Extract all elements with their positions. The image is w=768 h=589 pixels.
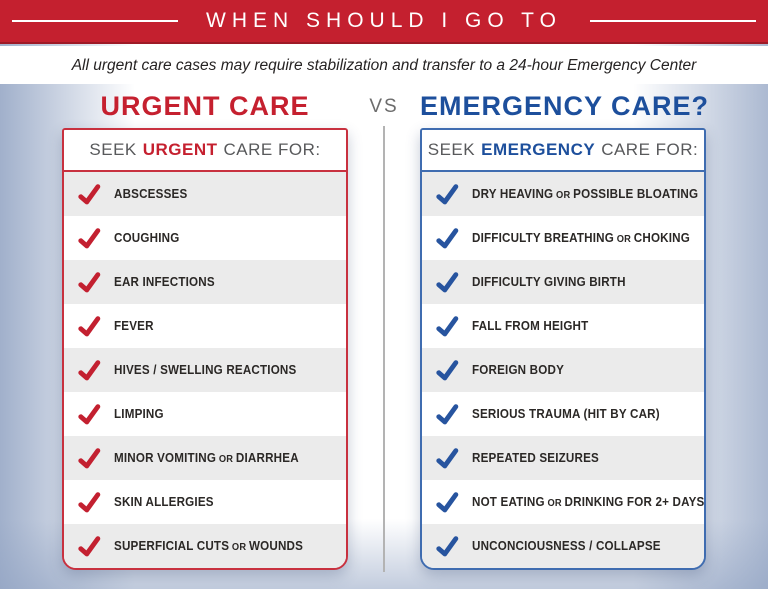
- list-item: SERIOUS TRAUMA (HIT BY CAR): [422, 392, 704, 436]
- list-item: MINOR VOMITING OR DIARRHEA: [64, 436, 346, 480]
- list-item-label: SKIN ALLERGIES: [114, 495, 214, 509]
- emergency-care-title: EMERGENCY CARE?: [420, 91, 710, 121]
- seek-keyword: EMERGENCY: [481, 140, 596, 159]
- list-item-label: COUGHING: [114, 231, 180, 245]
- list-item-label: SERIOUS TRAUMA (HIT BY CAR): [472, 407, 660, 421]
- check-icon: [78, 403, 101, 424]
- list-item-label: MINOR VOMITING OR DIARRHEA: [114, 451, 299, 465]
- list-item-label: DRY HEAVING OR POSSIBLE BLOATING: [472, 187, 699, 201]
- list-item-label: SUPERFICIAL CUTS OR WOUNDS: [114, 539, 304, 553]
- list-item-label: ABSCESSES: [114, 187, 188, 201]
- list-item-label: LIMPING: [114, 407, 164, 421]
- check-icon: [436, 403, 459, 424]
- urgent-care-title: URGENT CARE: [100, 91, 310, 121]
- check-icon: [78, 183, 101, 204]
- page-title: WHEN SHOULD I GO TO: [206, 9, 562, 32]
- list-item-label: REPEATED SEIZURES: [472, 451, 599, 465]
- disclaimer-text: All urgent care cases may require stabil…: [71, 57, 697, 74]
- check-icon: [78, 447, 101, 468]
- check-icon: [436, 315, 459, 336]
- list-item: DIFFICULTY GIVING BIRTH: [422, 260, 704, 304]
- check-icon: [436, 535, 459, 556]
- urgent-care-panel: SEEK URGENT CARE FOR: ABSCESSES COUGHING E…: [62, 128, 348, 570]
- list-item: ABSCESSES: [64, 172, 346, 216]
- list-item: EAR INFECTIONS: [64, 260, 346, 304]
- top-banner: WHEN SHOULD I GO TO: [0, 0, 768, 44]
- decorative-line-left: [12, 20, 179, 22]
- check-icon: [78, 535, 101, 556]
- list-item-label: DIFFICULTY GIVING BIRTH: [472, 275, 626, 289]
- vs-label: VS: [369, 96, 399, 117]
- check-icon: [436, 271, 459, 292]
- emergency-care-list: DRY HEAVING OR POSSIBLE BLOATING DIFFICUL…: [422, 172, 704, 568]
- check-icon: [78, 271, 101, 292]
- list-item: DRY HEAVING OR POSSIBLE BLOATING: [422, 172, 704, 216]
- check-icon: [78, 315, 101, 336]
- disclaimer-background: [0, 46, 768, 84]
- check-icon: [78, 491, 101, 512]
- check-icon: [436, 359, 459, 380]
- list-item: REPEATED SEIZURES: [422, 436, 704, 480]
- list-item-label: FEVER: [114, 319, 154, 333]
- list-item-label: NOT EATING OR DRINKING FOR 2+ DAYS: [472, 495, 705, 509]
- list-item-label: DIFFICULTY BREATHING OR CHOKING: [472, 231, 690, 245]
- urgent-care-panel-header: SEEK URGENT CARE FOR:: [64, 130, 346, 172]
- check-icon: [78, 359, 101, 380]
- list-item-label: FOREIGN BODY: [472, 363, 565, 377]
- emergency-care-panel: SEEK EMERGENCY CARE FOR: DRY HEAVING OR …: [420, 128, 706, 570]
- check-icon: [436, 447, 459, 468]
- check-icon: [436, 491, 459, 512]
- list-item-label: UNCONCIOUSNESS / COLLAPSE: [472, 539, 661, 553]
- list-item-label: FALL FROM HEIGHT: [472, 319, 589, 333]
- list-item-label: EAR INFECTIONS: [114, 275, 215, 289]
- list-item: FEVER: [64, 304, 346, 348]
- list-item: SUPERFICIAL CUTS OR WOUNDS: [64, 524, 346, 568]
- seek-suffix: CARE FOR:: [601, 140, 699, 159]
- seek-prefix: SEEK: [89, 140, 137, 159]
- list-item: HIVES / SWELLING REACTIONS: [64, 348, 346, 392]
- list-item: UNCONCIOUSNESS / COLLAPSE: [422, 524, 704, 568]
- list-item: DIFFICULTY BREATHING OR CHOKING: [422, 216, 704, 260]
- seek-prefix: SEEK: [427, 140, 476, 159]
- list-item-label: HIVES / SWELLING REACTIONS: [114, 363, 297, 377]
- check-icon: [78, 227, 101, 248]
- list-item: COUGHING: [64, 216, 346, 260]
- list-item: SKIN ALLERGIES: [64, 480, 346, 524]
- check-icon: [436, 227, 459, 248]
- seek-keyword: URGENT: [142, 140, 218, 159]
- list-item: NOT EATING OR DRINKING FOR 2+ DAYS: [422, 480, 704, 524]
- urgent-care-list: ABSCESSES COUGHING EAR INFECTIONS FEVER HIVE…: [64, 172, 346, 568]
- list-item: LIMPING: [64, 392, 346, 436]
- list-item: FOREIGN BODY: [422, 348, 704, 392]
- emergency-care-panel-header: SEEK EMERGENCY CARE FOR:: [422, 130, 704, 172]
- check-icon: [436, 183, 459, 204]
- column-divider: [383, 126, 385, 572]
- decorative-line-right: [589, 20, 756, 22]
- seek-suffix: CARE FOR:: [223, 140, 321, 159]
- list-item: FALL FROM HEIGHT: [422, 304, 704, 348]
